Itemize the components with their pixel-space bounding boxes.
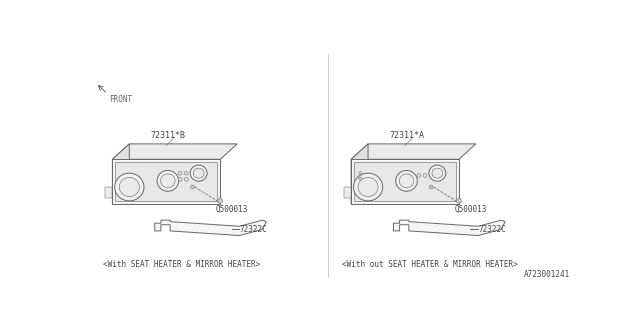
- Text: Q500013: Q500013: [454, 205, 486, 214]
- Polygon shape: [115, 162, 217, 201]
- Polygon shape: [113, 144, 237, 159]
- Text: 72311*A: 72311*A: [390, 131, 424, 140]
- Ellipse shape: [423, 173, 427, 177]
- Ellipse shape: [115, 173, 144, 201]
- Ellipse shape: [193, 168, 204, 178]
- Text: A723001241: A723001241: [524, 270, 570, 279]
- Ellipse shape: [119, 177, 140, 196]
- Text: 72311*B: 72311*B: [151, 131, 186, 140]
- Ellipse shape: [178, 171, 182, 175]
- Ellipse shape: [353, 173, 383, 201]
- Ellipse shape: [184, 171, 188, 175]
- Ellipse shape: [161, 174, 175, 188]
- Ellipse shape: [184, 177, 188, 181]
- Ellipse shape: [359, 172, 362, 175]
- Polygon shape: [351, 159, 459, 204]
- Polygon shape: [344, 187, 351, 198]
- Polygon shape: [113, 159, 220, 204]
- Ellipse shape: [456, 198, 461, 203]
- Ellipse shape: [359, 177, 362, 180]
- Ellipse shape: [429, 185, 433, 189]
- Polygon shape: [351, 144, 476, 159]
- Text: 72322C: 72322C: [478, 225, 506, 234]
- Ellipse shape: [396, 171, 417, 191]
- Ellipse shape: [432, 168, 443, 178]
- Ellipse shape: [190, 165, 207, 181]
- Ellipse shape: [178, 177, 182, 181]
- Polygon shape: [113, 144, 129, 204]
- Text: <With out SEAT HEATER & MIRROR HEATER>: <With out SEAT HEATER & MIRROR HEATER>: [342, 260, 518, 269]
- Text: FRONT: FRONT: [109, 95, 132, 104]
- Ellipse shape: [417, 173, 420, 177]
- Ellipse shape: [358, 177, 378, 196]
- Ellipse shape: [429, 165, 446, 181]
- Polygon shape: [106, 187, 113, 198]
- Ellipse shape: [399, 174, 414, 188]
- Text: Q500013: Q500013: [216, 205, 248, 214]
- Text: <With SEAT HEATER & MIRROR HEATER>: <With SEAT HEATER & MIRROR HEATER>: [103, 260, 260, 269]
- Text: 72322C: 72322C: [239, 225, 268, 234]
- Polygon shape: [354, 162, 456, 201]
- Polygon shape: [155, 220, 266, 236]
- Polygon shape: [394, 220, 505, 236]
- Ellipse shape: [218, 198, 223, 203]
- Ellipse shape: [157, 171, 179, 191]
- Polygon shape: [351, 144, 368, 204]
- Ellipse shape: [191, 185, 195, 189]
